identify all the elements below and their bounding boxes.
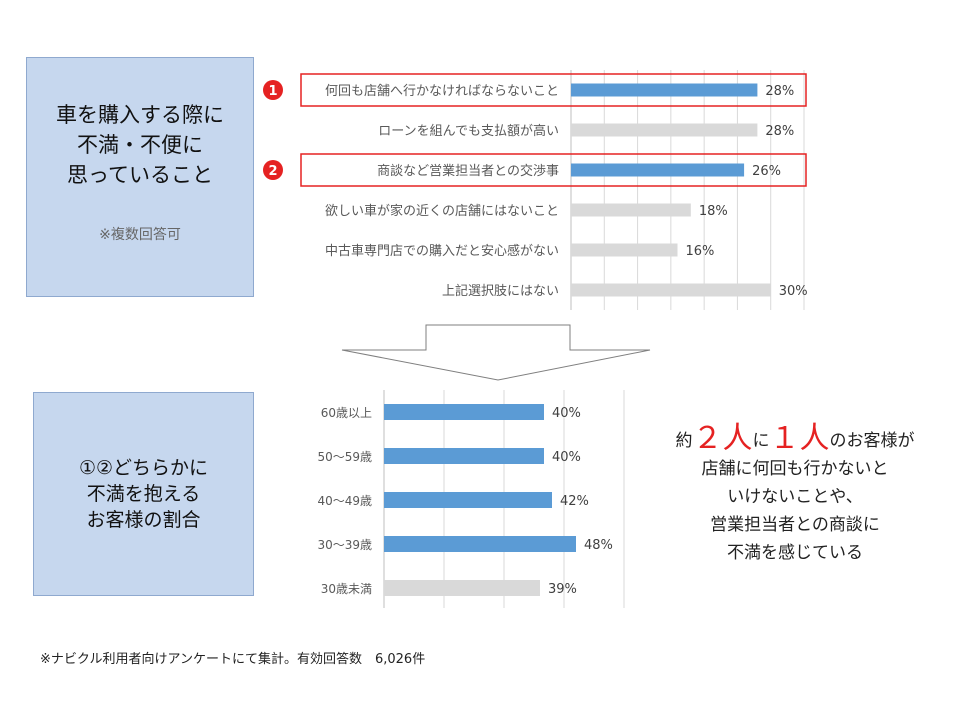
down-arrow-icon — [341, 324, 651, 381]
age-ratio-bar-chart: 60歳以上 40% 50～59歳 40% 40～49歳 42% 30～39歳 48% 30歳未満… — [317, 390, 625, 608]
data-label: 40% — [552, 450, 581, 465]
ratio-box: ①②どちらかに 不満を抱える お客様の割合 — [33, 392, 254, 596]
question-title-line: 車を購入する際に — [56, 103, 224, 127]
data-label: 42% — [560, 494, 589, 509]
category-label: 中古車専門店での購入だと安心感がない — [325, 243, 559, 259]
bar — [571, 243, 678, 257]
marker-number: 2 — [268, 164, 277, 179]
category-label: 欲しい車が家の近くの店舗にはないこと — [325, 203, 559, 219]
multiple-answer-note: ※複数回答可 — [99, 227, 181, 243]
question-title-line: 不満・不便に — [77, 133, 203, 157]
highlight-frame — [300, 73, 807, 107]
category-label: 30歳未満 — [321, 582, 372, 596]
summary-pre: 約 — [675, 431, 693, 451]
summary-line: 営業担当者との商談に — [710, 515, 880, 535]
bar — [571, 83, 758, 97]
summary-line: いけないことや、 — [727, 487, 863, 507]
summary-text: 約２人に１人のお客様が 店舗に何回も行かないと いけないことや、 営業担当者との… — [650, 424, 940, 567]
category-label: 50～59歳 — [317, 450, 372, 464]
category-label: 上記選択肢にはない — [442, 283, 559, 299]
data-label: 18% — [699, 204, 728, 219]
summary-post: のお客様が — [829, 431, 915, 451]
bar — [384, 536, 576, 552]
bar — [571, 203, 691, 217]
bar — [384, 580, 540, 596]
bar — [571, 163, 745, 177]
data-label: 39% — [548, 582, 577, 597]
bar — [384, 492, 552, 508]
data-label: 28% — [765, 84, 794, 99]
category-label: 商談など営業担当者との交渉事 — [377, 163, 559, 179]
marker-number: 1 — [268, 84, 277, 99]
footnote: ※ナビクル利用者向けアンケートにて集計。有効回答数 6,026件 — [40, 652, 426, 667]
data-label: 28% — [765, 124, 794, 139]
complaints-bar-chart: 何回も店舗へ行かなければならないこと 28% ローンを組んでも支払額が高い 28% 商談… — [263, 70, 808, 310]
data-label: 16% — [686, 244, 715, 259]
marker-badge — [263, 80, 283, 100]
bar — [384, 404, 544, 420]
data-label: 30% — [779, 284, 808, 299]
question-title-line: 思っていること — [67, 163, 213, 187]
question-title: 車を購入する際に 不満・不便に 思っていること — [56, 100, 224, 190]
summary-highlight: ２人 — [692, 421, 753, 456]
category-label: ローンを組んでも支払額が高い — [378, 123, 559, 139]
summary-mid: に — [752, 431, 770, 451]
category-label: 30～39歳 — [317, 538, 372, 552]
summary-line: 店舗に何回も行かないと — [701, 459, 889, 479]
summary-line: 約２人に１人のお客様が — [650, 424, 940, 455]
data-label: 26% — [752, 164, 781, 179]
summary-highlight: １人 — [769, 421, 830, 456]
summary-line: 不満を感じている — [727, 543, 863, 563]
data-label: 48% — [584, 538, 613, 553]
data-label: 40% — [552, 406, 581, 421]
bar — [384, 448, 544, 464]
category-label: 何回も店舗へ行かなければならないこと — [325, 83, 559, 99]
question-box: 車を購入する際に 不満・不便に 思っていること ※複数回答可 — [26, 57, 254, 297]
highlight-frame — [300, 153, 807, 187]
marker-badge — [263, 160, 283, 180]
bar — [571, 283, 771, 297]
category-label: 40～49歳 — [317, 494, 372, 508]
ratio-title: ①②どちらかに 不満を抱える お客様の割合 — [79, 455, 208, 533]
ratio-title-line: ①②どちらかに — [78, 457, 209, 479]
category-label: 60歳以上 — [321, 406, 372, 420]
bar — [571, 123, 758, 137]
ratio-title-line: 不満を抱える — [86, 483, 201, 505]
ratio-title-line: お客様の割合 — [86, 509, 201, 531]
